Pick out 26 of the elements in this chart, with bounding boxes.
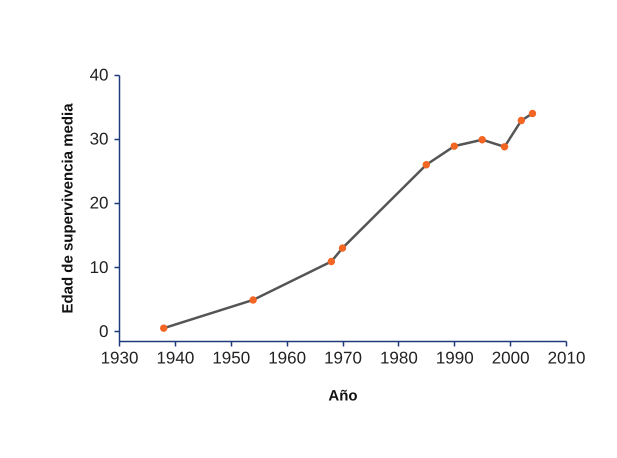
point [338, 244, 346, 252]
y-tick-label: 20 [90, 194, 108, 213]
point [500, 143, 508, 150]
x-tick-label: 1940 [156, 348, 194, 368]
x-tick-label: 1950 [212, 348, 250, 368]
y-tick-label: 40 [90, 66, 108, 84]
point [249, 296, 257, 304]
y-axis-title: Edad de supervivencia media [60, 102, 77, 314]
point [450, 142, 458, 150]
x-tick-label: 1970 [324, 348, 362, 368]
y-tick-label: 0 [99, 322, 108, 341]
y-tick-label: 10 [90, 258, 108, 277]
y-tick-label: 30 [90, 130, 108, 149]
point [478, 136, 486, 144]
x-tick-label: 2000 [492, 348, 530, 368]
point [160, 324, 168, 332]
x-tick-label: 1960 [268, 348, 306, 368]
x-tick-label: 1980 [380, 348, 418, 368]
point [528, 110, 536, 118]
point [422, 161, 430, 168]
x-tick-label: 2010 [548, 348, 586, 368]
point [328, 258, 336, 266]
x-axis-title: Año [328, 388, 358, 404]
x-tick-label: 1930 [100, 348, 138, 368]
point [518, 116, 526, 124]
x-tick-label: 1990 [436, 348, 474, 368]
